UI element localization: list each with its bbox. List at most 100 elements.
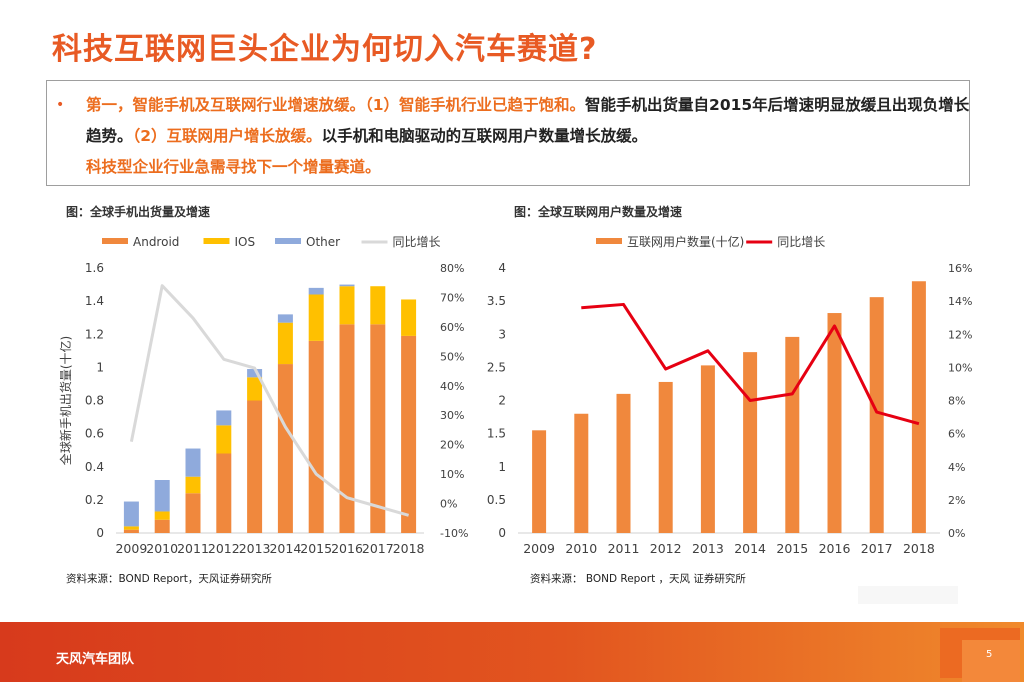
y-tick-label: 1.2 [85,327,104,341]
y-tick-label: 0 [96,526,104,540]
x-tick-label: 2018 [393,541,425,556]
legend-swatch-1 [203,238,230,244]
y2-tick-label: 70% [440,291,464,304]
right-source-note: 资料来源： BOND Report ，天风 证券研究所 [530,573,746,585]
bar-Other-2016 [339,284,355,287]
y-tick-label: 1 [96,360,104,374]
bar-Android-2016 [339,324,355,533]
bar-Android-2015 [308,340,324,533]
legend-label-0: 互联网用户数量(十亿) [627,234,744,249]
y2-tick-label: 0% [440,498,457,511]
bullet-seg2: 智能手机出货量自2015年后增速明显放缓且出现负增长趋势。 [86,96,970,145]
bar-Other-2014 [277,314,293,323]
x-tick-label: 2016 [819,541,851,556]
bar-IOS-2009 [123,526,139,530]
footer-bar [0,622,1024,682]
legend-swatch-0 [102,238,128,244]
bar-Android-2009 [123,529,139,533]
y-tick-label: 1.4 [85,294,104,308]
bar-IOS-2017 [370,286,386,325]
bullet-seg4: 以手机和电脑驱动的互联网用户数量增长放缓。 [321,127,648,145]
y2-tick-label: 16% [948,262,972,275]
bar-IOS-2016 [339,286,355,325]
y2-tick-label: -10% [440,527,468,540]
summary-box [46,80,970,186]
bar-Other-2012 [216,410,232,426]
bar-Other-2009 [123,501,139,527]
y2-tick-label: 30% [440,409,464,422]
x-tick-label: 2014 [734,541,766,556]
summary-paragraph: 第一，智能手机及互联网行业增速放缓。（1）智能手机行业已趋于饱和。智能手机出货量… [86,90,976,183]
legend-swatch-2 [275,238,301,244]
y2-tick-label: 10% [440,468,464,481]
x-tick-label: 2015 [300,541,332,556]
page-number: 5 [986,649,993,660]
y-tick-label: 2 [498,394,506,408]
x-tick-label: 2011 [608,541,640,556]
y-tick-label: 0.2 [85,493,104,507]
bar--2014 [743,352,758,533]
page-title: 科技互联网巨头企业为何切入汽车赛道? [52,32,598,67]
y-axis-title: 全球新手机出货量(十亿) [58,336,73,465]
bar--2013 [700,365,715,533]
x-tick-label: 2018 [903,541,935,556]
left-chart-caption: 图：全球手机出货量及增速 [66,205,211,219]
bar--2017 [869,297,884,533]
y2-tick-label: 4% [948,461,965,474]
bar-Other-2010 [154,480,170,512]
y-tick-label: 0.4 [85,460,104,474]
bullet-marker: • [56,97,65,113]
faded-watermark [858,586,958,604]
footer-team-label: 天风汽车团队 [56,652,135,667]
bar-IOS-2012 [216,425,232,454]
x-tick-label: 2016 [331,541,363,556]
bar--2018 [911,281,926,533]
x-tick-label: 2013 [692,541,724,556]
x-tick-label: 2012 [208,541,240,556]
bar--2009 [532,430,547,533]
bar-Android-2012 [216,453,232,533]
legend-label-line: 同比增长 [393,235,441,249]
y-tick-label: 1.6 [85,261,104,275]
y2-tick-label: 8% [948,395,965,408]
x-tick-label: 2012 [650,541,682,556]
x-tick-label: 2014 [269,541,301,556]
legend-label-2: Other [306,235,340,249]
bar-Android-2017 [370,324,386,533]
x-tick-label: 2010 [565,541,597,556]
bar-Android-2013 [247,400,263,533]
y-tick-label: 1 [498,460,506,474]
bar-Android-2014 [277,364,293,533]
x-tick-label: 2009 [115,541,147,556]
y-tick-label: 1.5 [487,427,506,441]
x-tick-label: 2017 [861,541,893,556]
bar-Other-2011 [185,448,201,477]
y2-tick-label: 60% [440,321,464,334]
bar-IOS-2010 [154,511,170,520]
bar-Other-2013 [247,369,263,378]
bar--2012 [658,381,673,533]
bullet-seg1: 第一，智能手机及互联网行业增速放缓。（1）智能手机行业已趋于饱和。 [86,96,586,114]
bar-IOS-2011 [185,476,201,494]
legend-label-1: IOS [235,235,256,249]
bar-IOS-2014 [277,322,293,365]
bar-Android-2010 [154,519,170,533]
x-tick-label: 2015 [776,541,808,556]
right-chart-caption: 图：全球互联网用户数量及增速 [514,205,683,219]
legend-swatch-0 [596,238,622,244]
y2-tick-label: 14% [948,295,972,308]
internet-users-chart: 0 0.5 1 1.5 2 2.5 3 3.5 4 0% 2% 4% 6% 8% 10% 12% 14% 16% 2… [487,234,973,556]
left-source-note: 资料来源：BOND Report，天风证券研究所 [66,573,272,585]
y2-tick-label: 80% [440,262,464,275]
y-tick-label: 0.5 [487,493,506,507]
y2-tick-label: 12% [948,328,972,341]
x-tick-label: 2010 [146,541,178,556]
bar--2011 [616,393,631,533]
legend-label-0: Android [133,235,179,249]
y2-tick-label: 6% [948,428,965,441]
y2-tick-label: 0% [948,527,965,540]
bar-Other-2015 [308,287,324,295]
footer-decor-square-inner [962,640,1020,682]
y-tick-label: 3.5 [487,294,506,308]
y2-tick-label: 2% [948,494,965,507]
